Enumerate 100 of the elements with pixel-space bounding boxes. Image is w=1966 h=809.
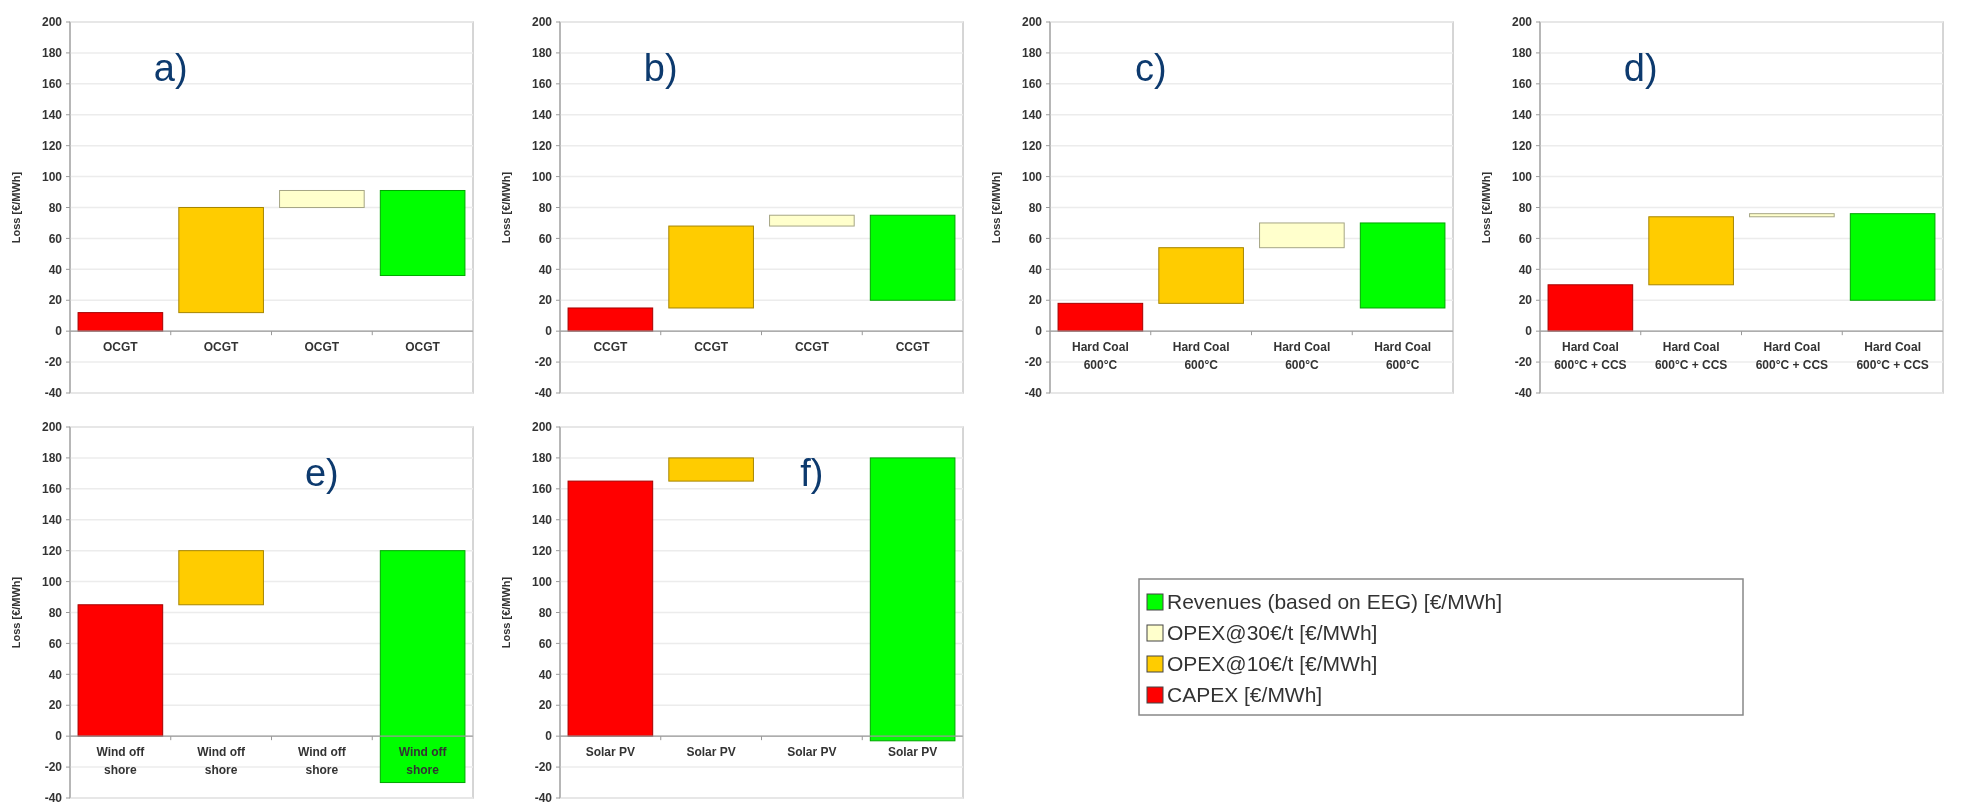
x-tick-label: OCGT: [203, 340, 240, 355]
y-tick-label: 0: [1035, 324, 1043, 339]
legend-label: OPEX@10€/t [€/MWh]: [1167, 652, 1378, 676]
y-tick-label: 120: [41, 138, 63, 153]
y-tick-label: 120: [531, 543, 553, 558]
annotation: b): [643, 47, 678, 90]
y-tick-label: 200: [41, 420, 63, 435]
y-tick-label: 60: [538, 231, 553, 246]
legend-label: CAPEX [€/MWh]: [1167, 683, 1323, 707]
y-tick-label: 40: [48, 667, 63, 682]
y-tick-label: 200: [531, 420, 553, 435]
y-axis-title: Loss [€/MWh]: [1480, 171, 1492, 244]
y-tick-label: 100: [41, 169, 63, 184]
y-tick-label: 200: [531, 15, 553, 30]
y-axis-title: Loss [€/MWh]: [10, 576, 22, 649]
y-tick-label: -20: [1514, 355, 1533, 370]
y-axis-title: Loss [€/MWh]: [990, 171, 1002, 244]
y-tick-label: 40: [1028, 262, 1043, 277]
y-tick-label: 100: [1021, 169, 1043, 184]
x-tick-label: CCGT: [895, 340, 931, 355]
y-tick-label: 160: [1511, 77, 1533, 92]
y-axis-title: Loss [€/MWh]: [500, 576, 512, 649]
annotation: c): [1134, 47, 1167, 90]
y-tick-label: 160: [1021, 77, 1043, 92]
y-tick-label: -20: [44, 355, 63, 370]
y-tick-label: 80: [1518, 200, 1533, 215]
legend-label: OPEX@30€/t [€/MWh]: [1167, 621, 1378, 645]
y-tick-label: -20: [1024, 355, 1043, 370]
x-tick-label: CCGT: [593, 340, 629, 355]
y-tick-label: 180: [1511, 46, 1533, 61]
annotation: a): [153, 47, 188, 90]
y-tick-label: 60: [48, 231, 63, 246]
y-tick-label: 180: [41, 451, 63, 466]
x-tick-label: Hard Coal 600°C + CCS: [1755, 340, 1829, 373]
y-tick-label: 180: [531, 46, 553, 61]
y-tick-label: 60: [1028, 231, 1043, 246]
y-tick-label: 120: [1511, 138, 1533, 153]
x-tick-label: Wind off shore: [398, 745, 448, 778]
y-tick-label: 160: [531, 77, 553, 92]
y-tick-label: -40: [44, 386, 63, 401]
y-tick-label: 180: [41, 46, 63, 61]
y-tick-label: 80: [538, 200, 553, 215]
y-tick-label: 100: [531, 169, 553, 184]
y-tick-label: 0: [545, 729, 553, 744]
y-tick-label: -40: [1514, 386, 1533, 401]
y-tick-label: 140: [41, 512, 63, 527]
annotation: e): [304, 452, 339, 495]
x-tick-label: Solar PV: [585, 745, 636, 760]
y-tick-label: 80: [1028, 200, 1043, 215]
y-tick-label: 140: [531, 107, 553, 122]
legend-label: Revenues (based on EEG) [€/MWh]: [1167, 590, 1502, 614]
x-tick-label: CCGT: [794, 340, 830, 355]
x-tick-label: Hard Coal 600°C + CCS: [1856, 340, 1929, 373]
x-tick-label: Hard Coal 600°C: [1374, 340, 1431, 373]
y-tick-label: 200: [1021, 15, 1043, 30]
x-tick-label: Wind off shore: [197, 745, 247, 778]
x-tick-label: OCGT: [103, 340, 139, 355]
y-tick-label: 160: [41, 482, 63, 497]
y-tick-label: 140: [1021, 107, 1043, 122]
y-tick-label: 180: [1021, 46, 1043, 61]
y-tick-label: 140: [41, 107, 63, 122]
y-tick-label: 120: [531, 138, 553, 153]
y-tick-label: 60: [1518, 231, 1533, 246]
y-tick-label: 40: [1518, 262, 1533, 277]
x-tick-label: Hard Coal 600°C: [1273, 340, 1331, 373]
y-tick-label: 120: [1021, 138, 1043, 153]
x-tick-label: Solar PV: [887, 745, 938, 760]
annotation: d): [1623, 47, 1658, 90]
y-tick-label: 0: [1525, 324, 1533, 339]
y-tick-label: 20: [48, 293, 63, 308]
y-tick-label: 100: [1511, 169, 1533, 184]
y-tick-label: 200: [1511, 15, 1533, 30]
x-tick-label: CCGT: [694, 340, 729, 355]
x-tick-label: Hard Coal 600°C + CCS: [1654, 340, 1728, 373]
x-tick-label: Hard Coal 600°C + CCS: [1554, 340, 1627, 373]
y-tick-label: 120: [41, 543, 63, 558]
y-tick-label: 180: [531, 451, 553, 466]
y-tick-label: 20: [1518, 293, 1533, 308]
y-tick-label: -40: [534, 386, 553, 401]
y-axis-title: Loss [€/MWh]: [10, 171, 22, 244]
y-tick-label: 40: [538, 667, 553, 682]
y-tick-label: 140: [1511, 107, 1533, 122]
y-tick-label: 160: [531, 482, 553, 497]
y-tick-label: 200: [41, 15, 63, 30]
y-tick-label: 20: [1028, 293, 1043, 308]
x-tick-label: Wind off shore: [96, 745, 146, 778]
y-tick-label: -20: [44, 760, 63, 775]
x-tick-label: Solar PV: [686, 745, 736, 760]
y-tick-label: -20: [534, 760, 553, 775]
x-tick-label: OCGT: [405, 340, 441, 355]
y-tick-label: 60: [48, 636, 63, 651]
y-tick-label: 80: [48, 200, 63, 215]
y-tick-label: 20: [48, 698, 63, 713]
y-tick-label: 100: [531, 574, 553, 589]
y-tick-label: 20: [538, 698, 553, 713]
x-tick-label: Hard Coal 600°C: [1072, 340, 1129, 373]
y-axis-title: Loss [€/MWh]: [500, 171, 512, 244]
y-tick-label: 0: [55, 729, 63, 744]
y-tick-label: 0: [55, 324, 63, 339]
y-tick-label: -40: [1024, 386, 1043, 401]
